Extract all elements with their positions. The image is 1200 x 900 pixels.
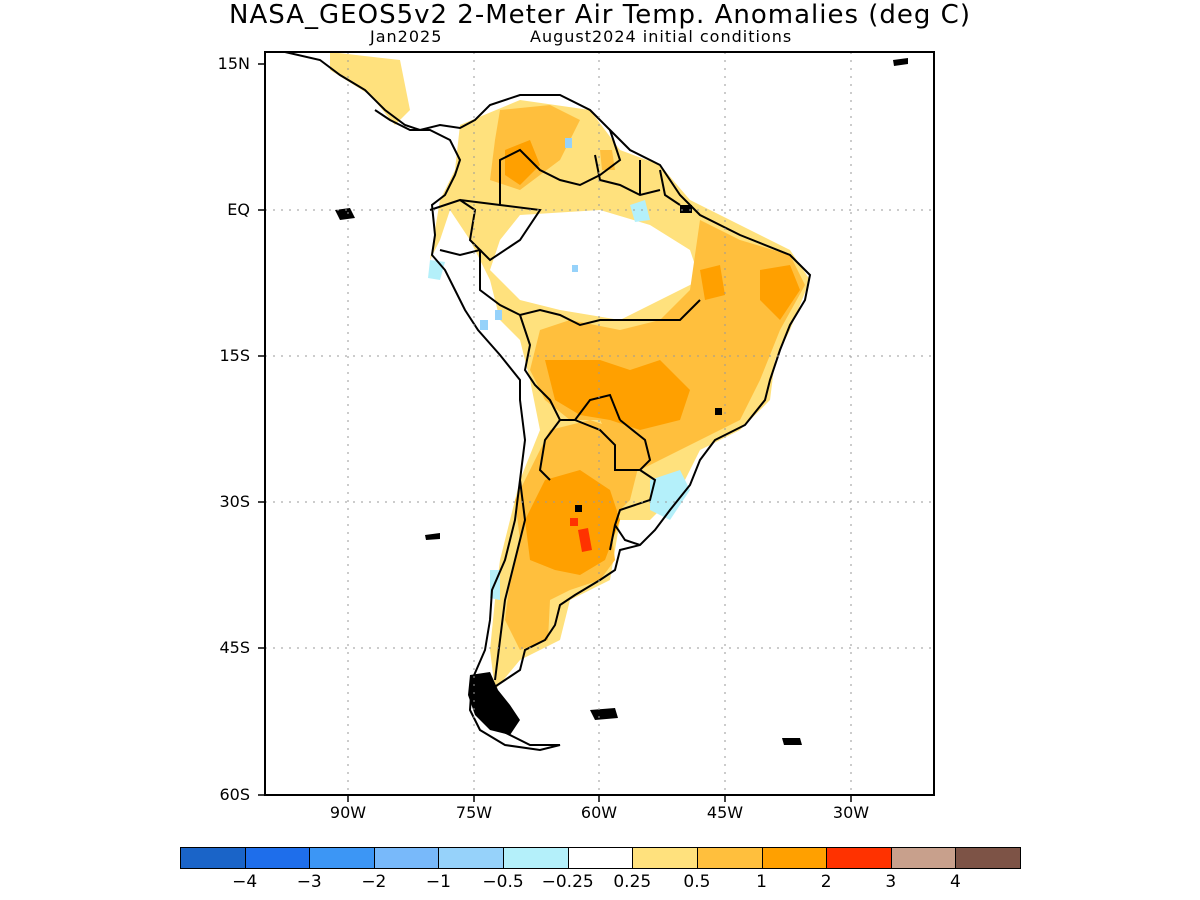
colorbar-label: 3 [885,872,897,892]
colorbar-label: 1 [756,872,767,892]
colorbar-label: −1 [425,872,451,892]
lon-label-90w: 90W [329,803,367,822]
colorbar-label: −0.5 [482,872,524,892]
colorbar-swatch [180,847,246,869]
colorbar-swatch [244,847,311,869]
axis-ticks [258,63,852,802]
lat-label-eq: EQ [227,200,250,219]
colorbar-swatch [373,847,440,869]
colorbar-swatch [826,847,892,869]
lon-label-45w: 45W [706,803,744,822]
lon-label-30w: 30W [832,803,870,822]
anomaly-shading [330,52,810,690]
colorbar-swatch [761,847,828,869]
lat-label-15s: 15S [219,346,250,365]
forecast-month: Jan2025 [370,27,443,46]
initial-conditions: August2024 initial conditions [530,27,793,46]
colorbar-swatch [567,847,634,869]
colorbar-label: 2 [820,872,832,892]
coastline [284,52,812,752]
colorbar-label: −4 [232,872,258,892]
colorbar-swatch [503,847,569,869]
lat-label-30s: 30S [219,492,250,511]
lon-label-60w: 60W [580,803,618,822]
lat-label-60s: 60S [219,785,250,804]
map-title: NASA_GEOS5v2 2-Meter Air Temp. Anomalies… [229,0,971,30]
islands [335,58,908,745]
lon-label-75w: 75W [455,803,493,822]
colorbar-label: 0.25 [613,872,652,892]
colorbar-swatch [955,847,1021,869]
colorbar-swatch [890,847,957,869]
colorbar-label: −0.25 [541,872,594,892]
colorbar-swatch [438,847,505,869]
colorbar-label: 4 [949,872,961,892]
colorbar-swatch [309,847,375,869]
colorbar-swatch [696,847,763,869]
lat-label-45s: 45S [219,638,250,657]
colorbar-swatch [632,847,698,869]
colorbar-label: 0.5 [683,872,711,892]
colorbar-label: −3 [296,872,322,892]
colorbar-label: −2 [361,872,387,892]
lat-label-15n: 15N [217,54,250,73]
